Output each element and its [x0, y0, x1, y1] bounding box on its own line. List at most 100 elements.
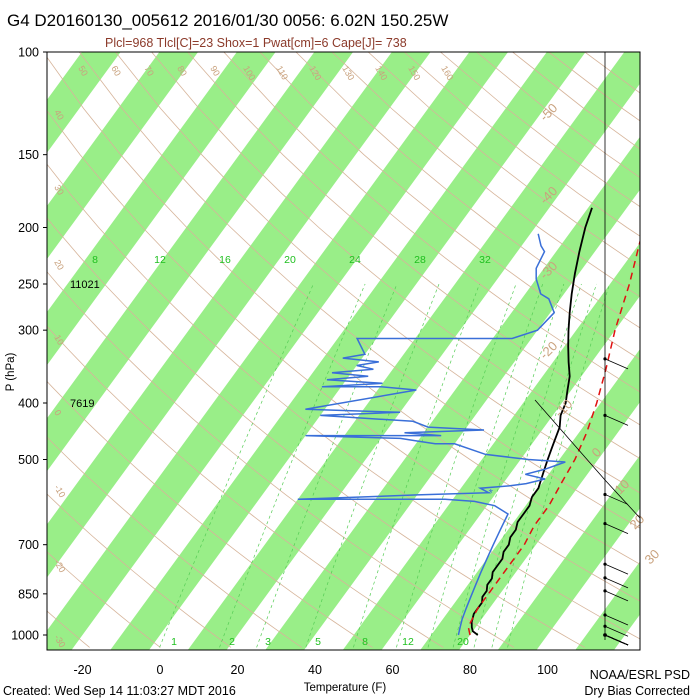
dry-adiabat	[47, 610, 90, 648]
isotherm-band	[187, 52, 640, 650]
mixing-ratio-label-bottom: 3	[265, 636, 271, 648]
mixing-ratio-line	[159, 283, 314, 648]
dry-adiabat	[223, 52, 640, 393]
x-tick-label: 20	[231, 663, 245, 677]
x-tick-label: 60	[386, 663, 400, 677]
y-axis-label: P (hPa)	[5, 352, 17, 391]
mixing-ratio-label: 28	[414, 254, 426, 266]
wind-barb	[604, 625, 629, 637]
plot-frame	[46, 51, 641, 651]
y-tick-label: 500	[18, 453, 39, 467]
y-tick-label: 200	[18, 221, 39, 235]
isotherm-label: 30	[642, 546, 663, 567]
height-label: 11021	[70, 279, 100, 291]
wind-barb	[604, 563, 629, 575]
theta-label: 50	[76, 64, 90, 78]
theta-label-left: 10	[52, 333, 66, 347]
mixing-ratio-label-bottom: 2	[229, 636, 235, 648]
mixing-ratio-label: 16	[219, 254, 231, 266]
theta-label-left: 30	[52, 183, 66, 197]
mixing-ratio-label-bottom: 1	[171, 636, 177, 648]
dry-adiabat	[187, 52, 640, 426]
dry-adiabat	[151, 52, 640, 460]
y-tick-label: 100	[18, 46, 39, 60]
dry-adiabat	[331, 52, 640, 298]
x-tick-label: 0	[157, 663, 164, 677]
height-label: 7619	[70, 398, 94, 410]
mixing-ratio-label: 8	[92, 254, 98, 266]
x-tick-label: 80	[463, 663, 477, 677]
wind-barb	[604, 634, 629, 646]
mixing-ratio-label: 20	[284, 254, 296, 266]
chart-subtitle: Plcl=968 Tlcl[C]=23 Shox=1 Pwat[cm]=6 Ca…	[105, 36, 407, 50]
mixing-ratio-line	[473, 283, 582, 648]
wind-barb	[604, 523, 629, 534]
theta-label: 70	[142, 64, 156, 78]
created-timestamp: Created: Wed Sep 14 11:03:27 MDT 2016	[3, 684, 236, 698]
dry-adiabat	[0, 52, 19, 647]
y-tick-label: 400	[18, 397, 39, 411]
sounding-curves: *	[297, 207, 640, 636]
mixing-ratio-line	[353, 283, 480, 648]
dry-adiabat	[259, 52, 640, 360]
dry-adiabat	[47, 56, 640, 565]
wind-barb	[604, 358, 629, 370]
mixing-ratio-line	[256, 283, 398, 648]
isotherm-bands	[0, 52, 640, 650]
dry-adiabat	[47, 217, 585, 648]
theta-label: 130	[340, 64, 356, 82]
dry-adiabat	[47, 380, 373, 648]
x-tick-label: 100	[537, 663, 558, 677]
mixing-ratio-label: 12	[154, 254, 166, 266]
y-tick-label: 250	[18, 277, 39, 291]
dry-adiabat	[47, 271, 515, 648]
mixing-ratio-line	[507, 283, 610, 648]
theta-label: 80	[175, 64, 189, 78]
isotherm-band	[497, 455, 640, 650]
dry-adiabat	[47, 436, 303, 648]
temperature-curve	[470, 207, 593, 636]
isotherm-band	[110, 52, 586, 650]
guide-lines	[0, 52, 640, 648]
dry-adiabat	[47, 325, 444, 648]
mixing-ratio-line	[396, 283, 517, 648]
x-tick-label: -20	[73, 663, 91, 677]
x-axis-label: Temperature (F)	[304, 682, 387, 694]
org-credit: NOAA/ESRL PSD	[590, 668, 690, 682]
mixing-ratio-label: 24	[349, 254, 361, 266]
y-tick-label: 700	[18, 538, 39, 552]
dry-adiabat	[47, 551, 161, 648]
isotherm-band	[575, 561, 640, 650]
wind-barb	[604, 577, 629, 589]
theta-label: 60	[109, 64, 123, 78]
y-tick-label: 300	[18, 324, 39, 338]
mixing-ratio-label-bottom: 20	[457, 636, 469, 648]
dry-adiabat	[295, 52, 640, 329]
mixing-ratio-label-bottom: 5	[315, 636, 321, 648]
theta-label: 110	[274, 64, 290, 81]
isotherm-band	[47, 52, 199, 259]
y-tick-label: 1000	[11, 629, 39, 643]
wind-barb	[604, 494, 629, 505]
mixing-ratio-label-bottom: 8	[362, 636, 368, 648]
theta-label-left: -10	[52, 483, 67, 499]
parcel-curve	[467, 238, 640, 636]
isotherm-band	[47, 52, 509, 650]
y-tick-label: 850	[18, 587, 39, 601]
isotherm-band	[47, 52, 431, 578]
isotherm-band	[47, 52, 354, 472]
lcl-marker: *	[489, 488, 494, 500]
mixing-ratio-line	[305, 283, 440, 648]
chart-title: G4 D20160130_005612 2016/01/30 0056: 6.0…	[7, 11, 448, 30]
mixing-ratio-label-bottom: 12	[402, 636, 414, 648]
isotherm-band	[47, 52, 121, 153]
theta-label-left: 20	[52, 258, 66, 272]
wind-barb	[604, 414, 629, 426]
isotherm-band	[47, 52, 276, 366]
isotherm-band	[0, 52, 43, 650]
mixing-ratio-label: 32	[479, 254, 491, 266]
dewpoint-curve	[297, 233, 566, 636]
wind-barb	[604, 614, 629, 626]
dry-adiabat	[115, 52, 640, 494]
